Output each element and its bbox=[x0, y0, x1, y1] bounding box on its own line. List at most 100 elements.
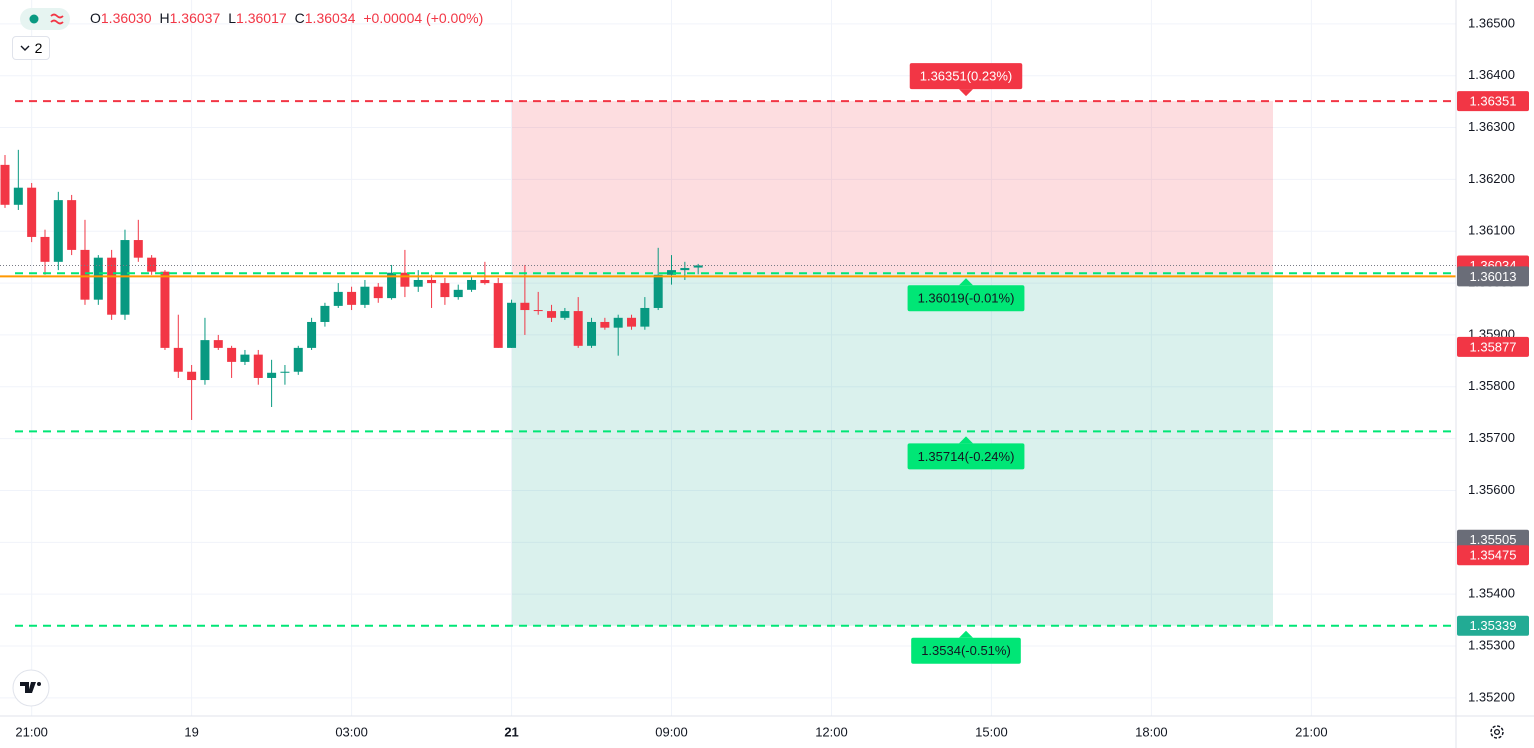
candle-body bbox=[520, 302, 530, 311]
candle-body bbox=[93, 257, 103, 300]
price-badge-text: 1.36013 bbox=[1470, 269, 1517, 284]
y-tick-label: 1.36300 bbox=[1468, 119, 1515, 134]
candle-body bbox=[307, 321, 317, 348]
ohlc-key: L bbox=[228, 10, 237, 26]
candle-body bbox=[0, 164, 10, 205]
zone-label-pointer bbox=[959, 630, 973, 638]
candle-body bbox=[613, 317, 623, 328]
candle-body bbox=[160, 271, 170, 348]
ohlc-value: 1.36017 bbox=[236, 10, 287, 26]
candle-body bbox=[173, 347, 183, 372]
zone-label-box bbox=[907, 443, 1025, 470]
candle-body bbox=[27, 187, 37, 237]
candle-body bbox=[653, 274, 663, 308]
indicator-count: 2 bbox=[34, 40, 43, 56]
x-tick-label: 09:00 bbox=[655, 724, 688, 739]
ohlc-key: O bbox=[90, 10, 101, 26]
zone-label-text: 1.36351(0.23%) bbox=[920, 69, 1013, 84]
candle-body bbox=[187, 371, 197, 381]
logo[interactable] bbox=[12, 669, 50, 707]
candle-body bbox=[640, 307, 650, 327]
ohlc-change: +0.00004 (+0.00%) bbox=[363, 10, 484, 26]
zone-label: 1.36351(0.23%) bbox=[909, 63, 1023, 97]
y-tick-label: 1.36100 bbox=[1468, 223, 1515, 238]
ohlc-item: L1.36017 bbox=[228, 10, 286, 26]
candle-body bbox=[440, 283, 450, 298]
price-badge bbox=[1457, 529, 1529, 550]
candle-body bbox=[227, 347, 237, 362]
zone-label-text: 1.35714(-0.24%) bbox=[918, 449, 1015, 464]
price-badge bbox=[1457, 336, 1529, 357]
price-badge bbox=[1457, 615, 1529, 636]
candle-body bbox=[600, 321, 610, 328]
candle-body bbox=[680, 268, 690, 271]
collapse-button[interactable]: 2 bbox=[12, 36, 50, 60]
y-tick-label: 1.36200 bbox=[1468, 171, 1515, 186]
logo-mark bbox=[20, 682, 36, 693]
position-zone bbox=[512, 273, 1273, 626]
candle-body bbox=[253, 354, 263, 378]
zone-label: 1.36019(-0.01%) bbox=[907, 278, 1025, 312]
top-left-pill[interactable] bbox=[20, 8, 70, 30]
candle-body bbox=[13, 187, 23, 205]
candle-body bbox=[240, 354, 250, 362]
candle-body bbox=[413, 279, 423, 287]
settings[interactable] bbox=[1490, 725, 1504, 739]
candle-body bbox=[507, 302, 517, 348]
zones bbox=[512, 101, 1273, 626]
chevron bbox=[20, 45, 30, 51]
y-tick-label: 1.35700 bbox=[1468, 430, 1515, 445]
status-pill[interactable] bbox=[20, 8, 70, 30]
price-badge-text: 1.36351 bbox=[1470, 94, 1517, 109]
candle-body bbox=[360, 286, 370, 305]
ohlc-item: H1.36037 bbox=[160, 10, 221, 26]
status-dot bbox=[29, 14, 39, 24]
candle-body bbox=[573, 311, 583, 346]
candle-body bbox=[120, 240, 130, 315]
candle-body bbox=[453, 289, 463, 298]
grid bbox=[0, 0, 1456, 716]
candle-body bbox=[693, 265, 703, 268]
x-tick-label: 18:00 bbox=[1135, 724, 1168, 739]
position-zone bbox=[512, 101, 1273, 274]
ohlc-key: H bbox=[159, 10, 170, 26]
x-tick-label: 21 bbox=[504, 724, 518, 739]
ohlc-header: O1.36030 H1.36037 L1.36017 C1.36034 +0.00004… bbox=[90, 10, 483, 26]
candle-body bbox=[40, 236, 50, 262]
zone-label-box bbox=[907, 285, 1025, 312]
x-tick-label: 19 bbox=[184, 724, 198, 739]
price-badge bbox=[1457, 545, 1529, 566]
ohlc-item: C1.36034 bbox=[295, 10, 356, 26]
y-tick-label: 1.35400 bbox=[1468, 586, 1515, 601]
gear-icon[interactable] bbox=[1490, 725, 1504, 739]
candle-body bbox=[267, 372, 277, 378]
price-badge bbox=[1457, 266, 1529, 287]
candle-body bbox=[387, 272, 397, 299]
zone-label-box bbox=[909, 63, 1023, 90]
wave-icon bbox=[50, 13, 64, 25]
candle-body bbox=[493, 283, 503, 348]
price-badge-text: 1.35475 bbox=[1470, 548, 1517, 563]
candle-body bbox=[133, 240, 143, 258]
candle-body bbox=[427, 279, 437, 284]
candle-body bbox=[587, 321, 597, 346]
candle-body bbox=[280, 371, 290, 373]
ohlc-item: O1.36030 bbox=[90, 10, 152, 26]
candle-body bbox=[200, 340, 210, 381]
candle-body bbox=[80, 249, 90, 300]
candle-body bbox=[347, 291, 357, 305]
zone-label-text: 1.3534(-0.51%) bbox=[921, 643, 1011, 658]
x-tick-label: 21:00 bbox=[1295, 724, 1328, 739]
zone-label: 1.3534(-0.51%) bbox=[911, 630, 1021, 664]
y-tick-label: 1.36500 bbox=[1468, 15, 1515, 30]
x-tick-label: 15:00 bbox=[975, 724, 1008, 739]
candle-body bbox=[213, 340, 223, 348]
candle-body bbox=[547, 311, 557, 318]
ohlc-value: 1.36030 bbox=[100, 10, 152, 26]
candle-body bbox=[627, 317, 637, 327]
candle-body bbox=[107, 257, 117, 315]
zone-label-pointer bbox=[959, 278, 973, 286]
ohlc-key: C bbox=[294, 10, 305, 26]
